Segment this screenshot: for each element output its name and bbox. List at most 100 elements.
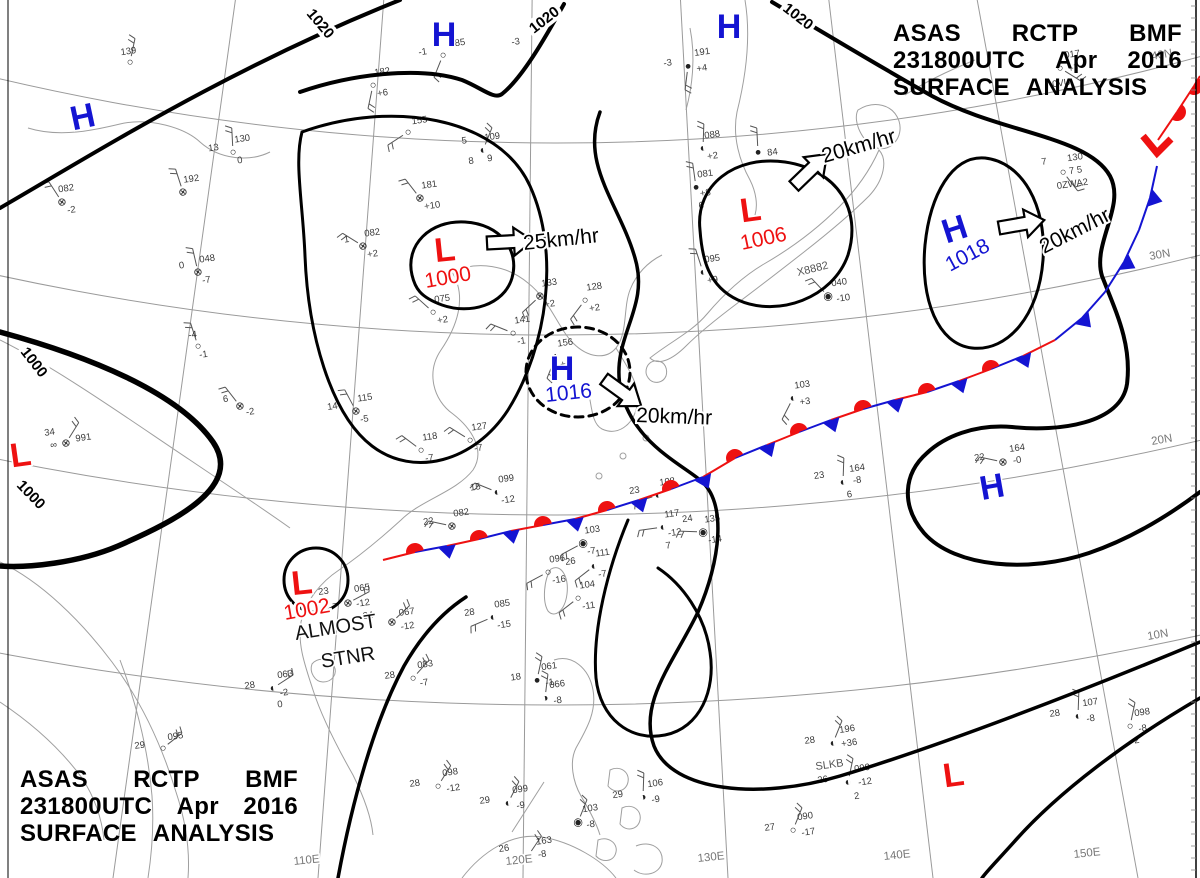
wind-barb-tick-icon <box>128 34 136 39</box>
wind-barb-tick-icon <box>484 127 491 133</box>
wind-barb-icon <box>344 389 354 406</box>
station-symbol-icon: ○ <box>574 592 582 605</box>
wind-barb-tick-icon <box>535 652 543 657</box>
station-symbol-icon: ○ <box>126 56 134 69</box>
station-value: 107 <box>1082 696 1099 709</box>
movement-arrow-icon <box>485 225 535 258</box>
longitude-label: 110E <box>293 853 320 868</box>
station-symbol-icon: ○ <box>1126 720 1134 733</box>
wind-barb-icon <box>484 127 493 145</box>
wind-barb-tick-icon <box>443 426 450 432</box>
station-symbol-icon: ○ <box>466 434 474 447</box>
station-value: 164 <box>849 462 866 475</box>
wind-barb-tick-icon <box>168 168 176 170</box>
wind-barb-tick-icon <box>511 780 518 787</box>
wind-barb-tick-icon <box>44 185 52 188</box>
wind-barb-icon <box>353 591 370 601</box>
wind-barb-icon <box>510 781 520 798</box>
isobar-label: 1020 <box>526 3 563 37</box>
cold-front-marker-icon <box>1147 189 1163 207</box>
station-plot: ⊗ 22 082 <box>422 507 469 534</box>
station-value: -7 <box>425 452 435 464</box>
wind-barb-icon <box>558 601 574 614</box>
station-plot: ◐ 28 063 -20 <box>244 667 294 710</box>
coastline <box>904 59 976 96</box>
wind-barb-tick-icon <box>470 626 472 634</box>
station-value: +2 <box>589 302 601 314</box>
wind-barb-tick-icon <box>221 390 229 394</box>
station-value: 13 <box>208 142 220 154</box>
station-symbol-icon: ○ <box>509 327 517 340</box>
station-value: 14 <box>326 401 338 413</box>
station-value: -0 <box>1012 454 1022 466</box>
wind-barb-tick-icon <box>573 315 578 322</box>
station-value: 22 <box>422 516 434 528</box>
wind-barb-icon <box>537 656 543 675</box>
wind-barb-icon <box>1066 176 1079 192</box>
station-value: 192 <box>183 173 200 186</box>
wind-barb-tick-icon <box>287 670 290 678</box>
wind-barb-tick-icon <box>291 667 294 676</box>
isobar-line <box>524 325 632 419</box>
station-value: -2 <box>67 204 77 216</box>
isobar-line <box>336 595 468 878</box>
wind-barb-tick-icon <box>336 232 343 238</box>
station-value: 141 <box>514 314 531 327</box>
station-plot: ◉103 -7 <box>561 524 601 562</box>
wind-barb-tick-icon <box>680 531 685 538</box>
isobar-line <box>592 110 1200 791</box>
wind-barb-icon <box>474 482 492 491</box>
warm-front-marker-icon <box>1172 104 1186 121</box>
front-marker-shape <box>630 497 648 513</box>
station-symbol-icon: ◑ <box>541 692 549 705</box>
station-value: 28 <box>409 778 421 790</box>
wind-barb-tick-icon <box>186 251 194 254</box>
wind-barb-tick-icon <box>363 586 366 595</box>
wind-barb-tick-icon <box>581 794 588 801</box>
isobar-line <box>0 0 402 210</box>
station-value: 7 5 <box>1068 164 1083 177</box>
chart-title-bottom-left: ASAS RCTP BMF 231800UTC Apr 2016 SURFACE ANALYS… <box>20 766 298 847</box>
wind-barb-tick-icon <box>561 554 564 562</box>
title-line: SURFACE ANALYSIS <box>20 820 298 847</box>
station-value: -15 <box>497 619 512 632</box>
front-marker-shape <box>1172 104 1186 121</box>
title-word: SURFACE <box>893 74 1010 101</box>
coastline <box>633 843 663 875</box>
station-value: 127 <box>471 421 488 434</box>
station-value: 139 <box>120 45 137 58</box>
coastline <box>0 561 189 878</box>
title-word: Apr <box>176 793 219 820</box>
station-symbol-icon: ◉ <box>822 290 833 303</box>
wind-barb-icon <box>68 422 80 439</box>
stationary-front-line <box>414 545 448 553</box>
wind-barb-icon <box>678 530 698 533</box>
station-value: 0VU <box>1051 77 1071 90</box>
stationary-front-line <box>542 518 576 526</box>
wind-barb-tick-icon <box>688 248 696 250</box>
movement-arrow-icon <box>996 207 1047 240</box>
wind-barb-icon <box>842 457 845 477</box>
wind-barb-tick-icon <box>796 802 803 809</box>
station-value: -1 <box>545 677 555 689</box>
station-plot: ◐117 -127 24 <box>637 508 693 552</box>
station-symbol-icon: ○ <box>544 566 552 579</box>
station-value: 115 <box>357 392 374 405</box>
wind-barb-icon <box>545 674 549 693</box>
wind-barb-tick-icon <box>175 729 179 737</box>
coastline <box>461 835 617 878</box>
front-marker-shape <box>1119 254 1136 270</box>
front-marker-shape <box>726 449 744 463</box>
station-value: 061 <box>541 660 558 673</box>
station-value: 103 <box>582 802 599 815</box>
station-symbol-icon: ○ <box>194 340 202 353</box>
station-symbol-icon: ⊗ <box>998 456 1009 469</box>
station-plot: ○096 -16 <box>526 553 567 591</box>
wind-barb-icon <box>1064 70 1081 82</box>
warm-front-line <box>1193 75 1200 87</box>
cold-front-marker-icon <box>950 377 968 394</box>
station-value: 106 <box>647 777 664 790</box>
wind-barb-tick-icon <box>474 484 480 491</box>
wind-barb-tick-icon <box>387 144 390 153</box>
